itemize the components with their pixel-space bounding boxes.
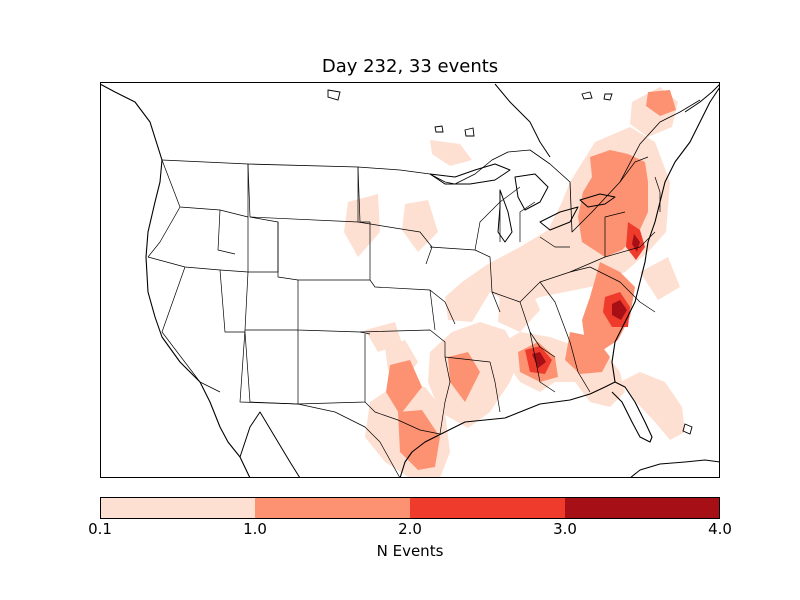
mexico-border (249, 401, 401, 478)
canada-coast (494, 83, 551, 158)
us-canada-border (161, 99, 701, 233)
colorbar-swatch (100, 497, 255, 519)
density-level-4-areas (532, 234, 640, 368)
density-level-2-areas (386, 90, 676, 470)
east-coast (611, 86, 720, 383)
map-title: Day 232, 33 events (321, 56, 499, 77)
colorbar (100, 497, 720, 519)
great-lakes (429, 163, 616, 243)
map-frame (100, 82, 720, 478)
colorbar-tick-label: 4.0 (708, 520, 732, 538)
event-density-fills (344, 87, 685, 478)
map-panel (100, 82, 720, 478)
colorbar-swatch (410, 497, 565, 519)
colorbar-swatch (255, 497, 410, 519)
west-coast (100, 83, 251, 478)
map-outlines (100, 83, 720, 478)
colorbar-tick-label: 2.0 (398, 520, 422, 538)
colorbar-tick-label: 0.1 (88, 520, 112, 538)
colorbar-frame (100, 497, 720, 519)
gulf-coast (399, 381, 616, 478)
colorbar-swatches (100, 497, 720, 519)
colorbar-tick-label: 1.0 (243, 520, 267, 538)
colorbar-label: N Events (376, 542, 444, 560)
colorbar-swatch (565, 497, 720, 519)
maritime-coast (684, 83, 720, 113)
cuba-coast (629, 459, 720, 478)
colorbar-tick-label: 3.0 (553, 520, 577, 538)
islands (327, 89, 693, 435)
baja-california (239, 411, 301, 478)
florida-coast (611, 381, 653, 443)
